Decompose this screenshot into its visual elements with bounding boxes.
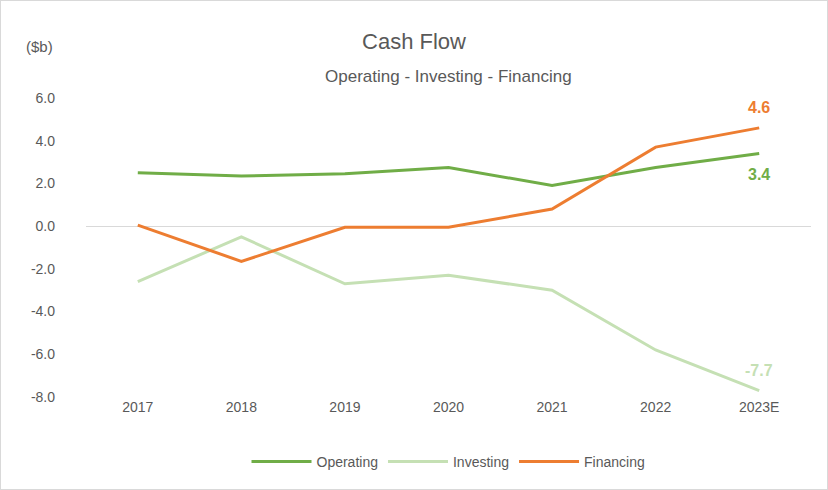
svg-text:Operating: Operating [317, 454, 378, 470]
svg-text:0.0: 0.0 [36, 218, 56, 234]
svg-text:Financing: Financing [584, 454, 645, 470]
svg-text:-7.7: -7.7 [745, 362, 773, 379]
svg-text:4.0: 4.0 [36, 133, 56, 149]
svg-text:6.0: 6.0 [36, 90, 56, 106]
svg-text:3.4: 3.4 [748, 166, 770, 183]
svg-text:-6.0: -6.0 [31, 346, 55, 362]
svg-text:Investing: Investing [453, 454, 509, 470]
svg-text:2019: 2019 [329, 399, 360, 415]
svg-text:2023E: 2023E [739, 399, 779, 415]
svg-text:2021: 2021 [536, 399, 567, 415]
svg-text:2.0: 2.0 [36, 175, 56, 191]
svg-text:-2.0: -2.0 [31, 261, 55, 277]
svg-text:-8.0: -8.0 [31, 389, 55, 405]
svg-text:2020: 2020 [433, 399, 464, 415]
svg-text:Operating - Investing - Financ: Operating - Investing - Financing [325, 67, 572, 86]
svg-text:2018: 2018 [226, 399, 257, 415]
svg-text:2022: 2022 [640, 399, 671, 415]
svg-text:2017: 2017 [122, 399, 153, 415]
svg-text:4.6: 4.6 [748, 99, 770, 116]
svg-text:-4.0: -4.0 [31, 303, 55, 319]
svg-text:Cash Flow: Cash Flow [362, 29, 466, 54]
svg-text:($b): ($b) [26, 38, 53, 55]
